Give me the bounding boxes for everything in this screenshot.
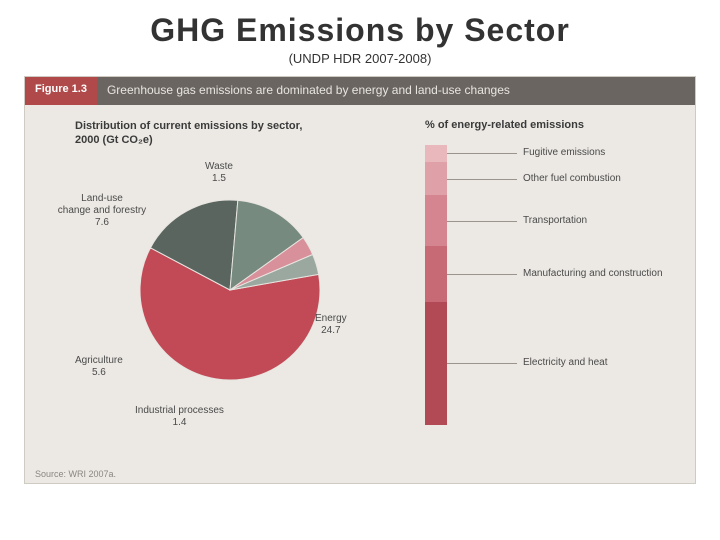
pie-svg: [135, 195, 325, 385]
leader-line: [447, 179, 517, 180]
dist-title-l1: Distribution of current emissions by sec…: [75, 120, 302, 132]
bar-segment: [425, 246, 447, 302]
pie-label-value: 1.5: [205, 173, 233, 185]
chart-area: Distribution of current emissions by sec…: [25, 105, 695, 485]
leader-line: [447, 363, 517, 364]
pie-label-name: Waste: [205, 161, 233, 172]
pie-label-energy: Energy 24.7: [315, 313, 347, 337]
pie-label-name: Agriculture: [75, 355, 123, 366]
pie-label-landuse: Land-use change and forestry 7.6: [57, 193, 147, 229]
leader-line: [447, 274, 517, 275]
pie-label-waste: Waste 1.5: [205, 161, 233, 185]
bar-segment-label: Other fuel combustion: [523, 173, 621, 184]
leader-line: [447, 221, 517, 222]
distribution-title: Distribution of current emissions by sec…: [75, 119, 302, 148]
bar-segment: [425, 195, 447, 245]
dist-title-l2: 2000 (Gt CO₂e): [75, 134, 153, 146]
figure-tag: Figure 1.3: [25, 77, 97, 105]
pie-label-agriculture: Agriculture 5.6: [75, 355, 123, 379]
figure-source: Source: WRI 2007a.: [35, 469, 116, 479]
pie-label-name2: change and forestry: [58, 205, 146, 216]
stacked-bar: [425, 145, 447, 425]
pie-label-name: Energy: [315, 313, 347, 324]
figure-container: Figure 1.3 Greenhouse gas emissions are …: [24, 76, 696, 484]
pie-chart: [135, 195, 325, 385]
bar-segment-label: Electricity and heat: [523, 357, 608, 368]
pie-label-value: 5.6: [75, 367, 123, 379]
bar-segment-label: Manufacturing and construction: [523, 268, 663, 279]
energy-title: % of energy-related emissions: [425, 119, 584, 131]
leader-line: [447, 153, 517, 154]
bar-segment: [425, 145, 447, 162]
page-title: GHG Emissions by Sector: [0, 0, 720, 49]
figure-caption: Greenhouse gas emissions are dominated b…: [97, 77, 695, 105]
bar-segment: [425, 162, 447, 196]
pie-label-industrial: Industrial processes 1.4: [135, 405, 224, 429]
pie-label-name: Land-use: [81, 193, 123, 204]
pie-label-value: 1.4: [135, 417, 224, 429]
page-subtitle: (UNDP HDR 2007-2008): [0, 51, 720, 66]
bar-segment-label: Transportation: [523, 215, 587, 226]
bar-segment: [425, 302, 447, 425]
pie-label-value: 24.7: [315, 325, 347, 337]
pie-label-value: 7.6: [57, 217, 147, 229]
figure-header: Figure 1.3 Greenhouse gas emissions are …: [25, 77, 695, 105]
bar-segment-label: Fugitive emissions: [523, 147, 605, 158]
pie-label-name: Industrial processes: [135, 405, 224, 416]
